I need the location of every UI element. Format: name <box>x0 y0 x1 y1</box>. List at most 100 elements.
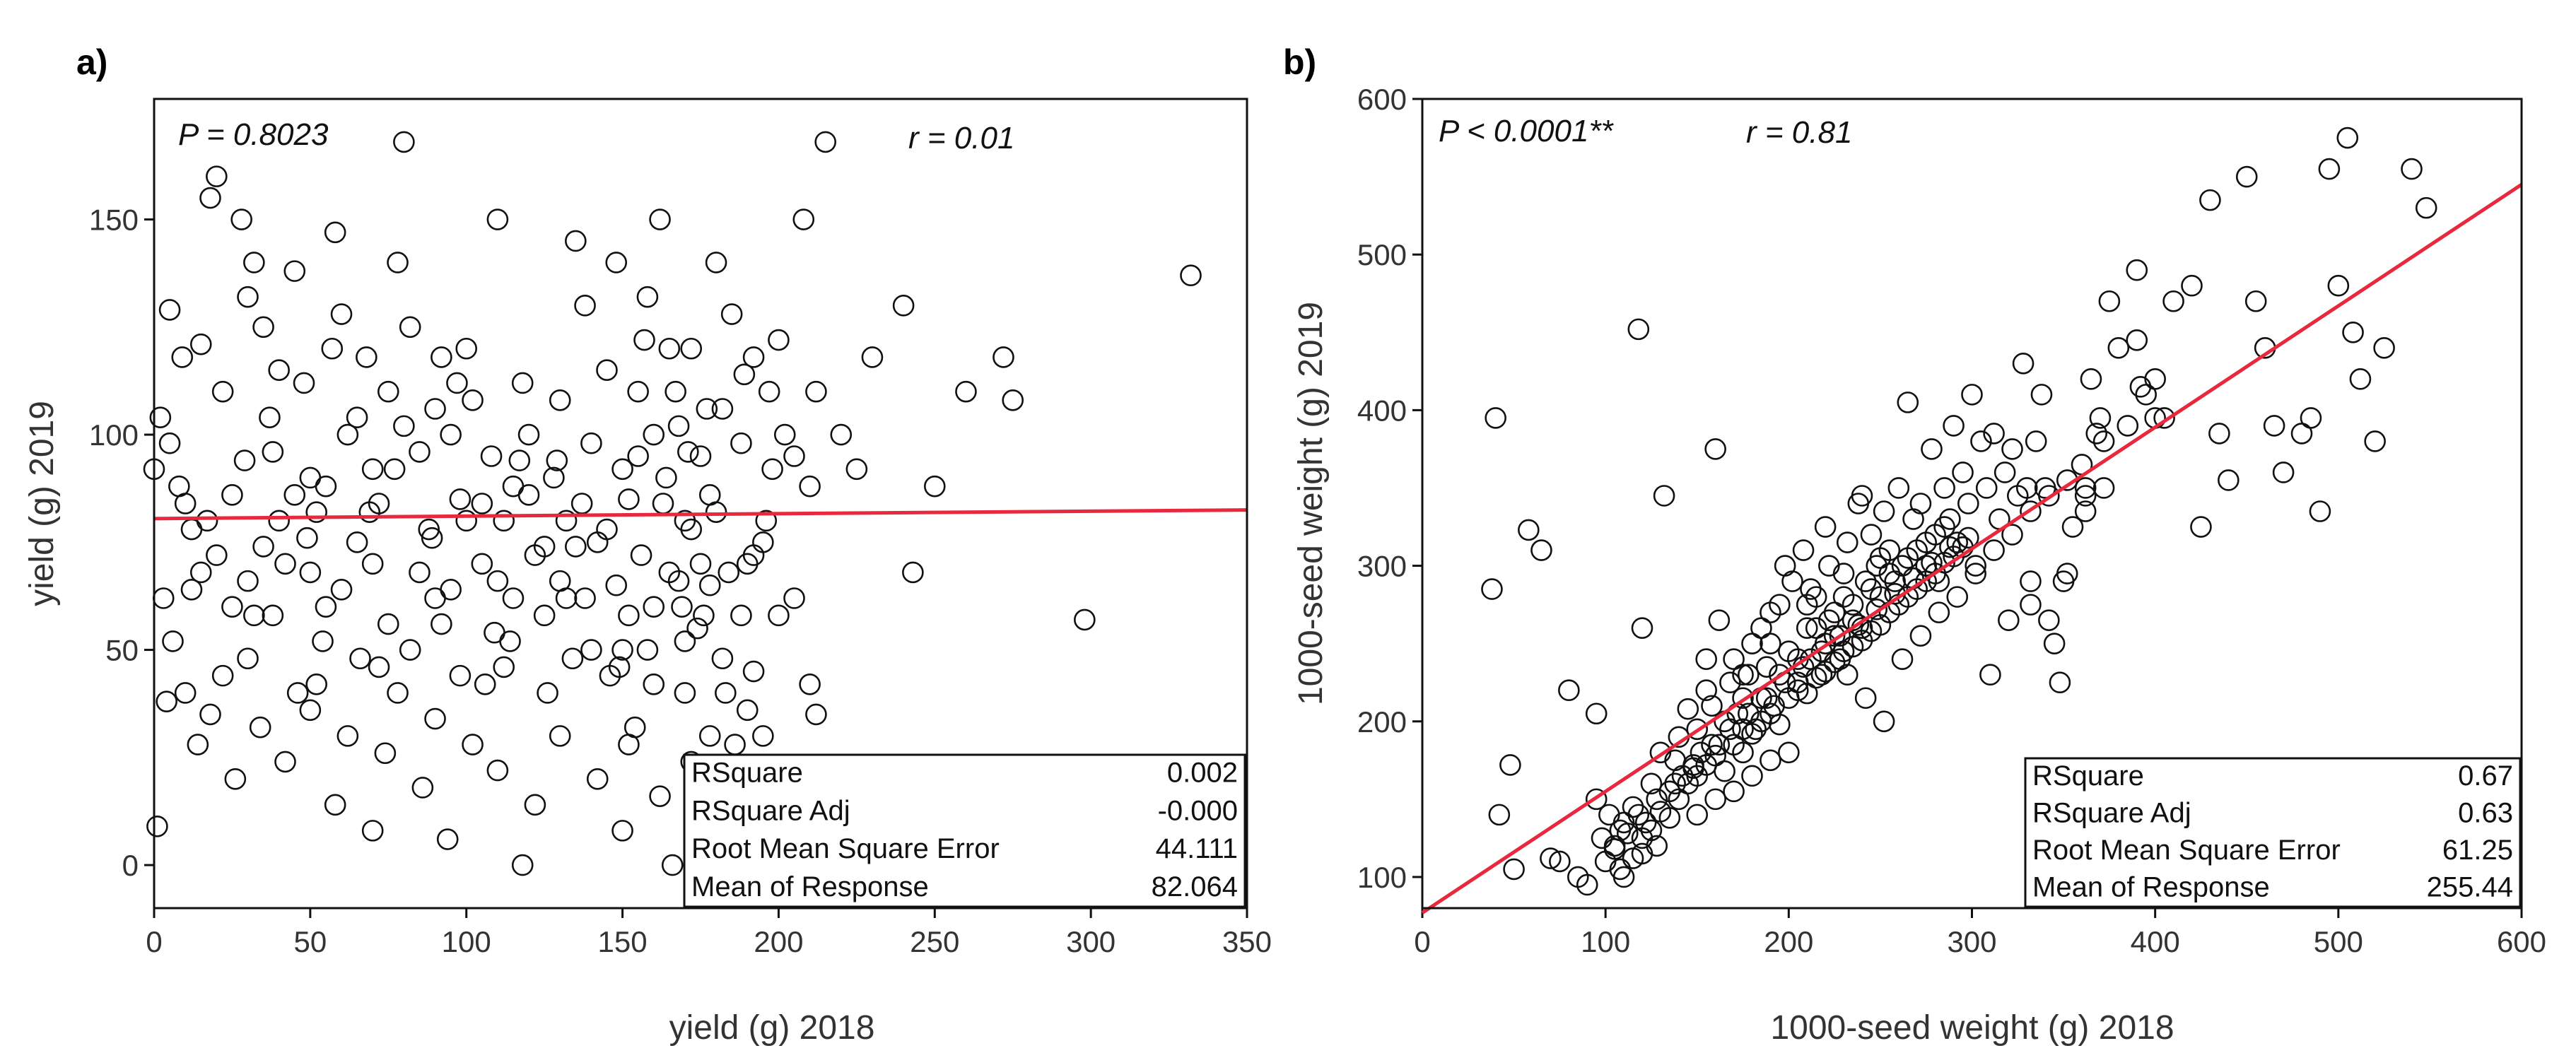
data-point <box>1631 617 1653 639</box>
data-point <box>1002 389 1024 411</box>
data-point <box>955 380 977 403</box>
data-point <box>1074 608 1096 631</box>
data-point <box>892 295 915 317</box>
data-point <box>605 574 628 596</box>
data-point <box>618 488 640 510</box>
data-point <box>733 363 756 386</box>
data-point <box>1769 664 1791 686</box>
data-point <box>627 380 649 403</box>
data-point <box>2181 274 2203 297</box>
data-point <box>358 501 381 523</box>
data-point <box>158 299 181 321</box>
data-point <box>1814 516 1837 538</box>
data-point <box>486 759 509 782</box>
data-point <box>517 423 540 446</box>
data-point <box>1755 656 1778 678</box>
stats-value: 0.67 <box>2458 760 2513 792</box>
data-point <box>1994 461 2016 483</box>
data-point <box>1860 524 1883 546</box>
data-point <box>1741 765 1763 787</box>
data-point <box>2401 158 2423 180</box>
data-point <box>262 604 284 627</box>
data-point <box>1530 539 1552 561</box>
data-point <box>268 359 290 381</box>
data-point <box>2309 500 2331 522</box>
data-point <box>2025 430 2047 452</box>
data-point <box>574 587 596 609</box>
data-point <box>502 587 525 609</box>
data-point <box>1695 679 1718 702</box>
data-point <box>2092 430 2115 452</box>
data-point <box>1805 617 1827 639</box>
x-tick-label: 0 <box>146 925 162 958</box>
data-point <box>356 346 377 368</box>
data-point <box>374 742 397 765</box>
data-point <box>1695 648 1718 670</box>
data-point <box>230 208 252 230</box>
data-point <box>283 260 306 282</box>
data-point <box>652 493 674 514</box>
data-point <box>1732 687 1754 710</box>
data-point <box>643 673 665 695</box>
x-tick-label: 100 <box>442 925 491 958</box>
data-point <box>206 165 228 187</box>
data-point <box>2098 290 2121 312</box>
data-point <box>1585 788 1608 811</box>
data-point <box>2162 290 2184 312</box>
data-point <box>424 398 446 420</box>
data-point <box>524 794 546 816</box>
data-point <box>677 441 699 463</box>
data-point <box>296 526 318 549</box>
stats-label: Mean of Response <box>2032 871 2270 902</box>
data-point <box>1965 563 1986 584</box>
data-point <box>1719 671 1741 694</box>
data-point <box>262 441 284 463</box>
data-point <box>696 398 718 420</box>
data-point <box>1939 508 1961 530</box>
data-point <box>755 510 778 532</box>
data-point <box>206 544 228 566</box>
data-point <box>1854 687 1877 710</box>
data-point <box>586 767 609 790</box>
data-point <box>1701 695 1723 717</box>
data-point <box>693 604 715 627</box>
data-point <box>171 346 194 368</box>
data-point <box>446 372 468 394</box>
y-tick-label: 400 <box>1357 394 1407 427</box>
data-point <box>1549 850 1571 873</box>
data-point <box>830 423 853 446</box>
data-point <box>1891 555 1914 577</box>
data-point <box>1481 578 1503 600</box>
data-point <box>511 372 534 394</box>
data-point <box>2020 500 2042 522</box>
data-point <box>1627 804 1650 826</box>
data-point <box>661 854 684 876</box>
data-point <box>1796 594 1818 616</box>
data-point <box>418 518 440 541</box>
data-point <box>493 656 515 678</box>
stats-value: 61.25 <box>2442 835 2513 866</box>
data-point <box>533 604 556 627</box>
data-point <box>1750 617 1772 639</box>
data-point <box>724 734 746 755</box>
data-point <box>436 828 459 850</box>
data-point <box>158 432 181 454</box>
data-point <box>493 510 515 532</box>
data-point <box>1897 547 1919 569</box>
data-point <box>1946 586 1969 608</box>
data-point <box>705 252 727 273</box>
data-point <box>1851 485 1873 507</box>
data-point <box>1518 519 1540 541</box>
data-point <box>2349 368 2372 390</box>
data-point <box>2336 127 2359 149</box>
data-point <box>1829 625 1851 647</box>
data-point <box>336 725 359 747</box>
data-point <box>2020 594 2042 616</box>
data-point <box>299 699 322 722</box>
data-point <box>312 630 334 652</box>
data-point <box>387 252 409 273</box>
data-point <box>643 596 665 618</box>
data-point <box>565 230 587 252</box>
panel-b-x-axis-label: 1000-seed weight (g) 2018 <box>1770 1009 2174 1047</box>
